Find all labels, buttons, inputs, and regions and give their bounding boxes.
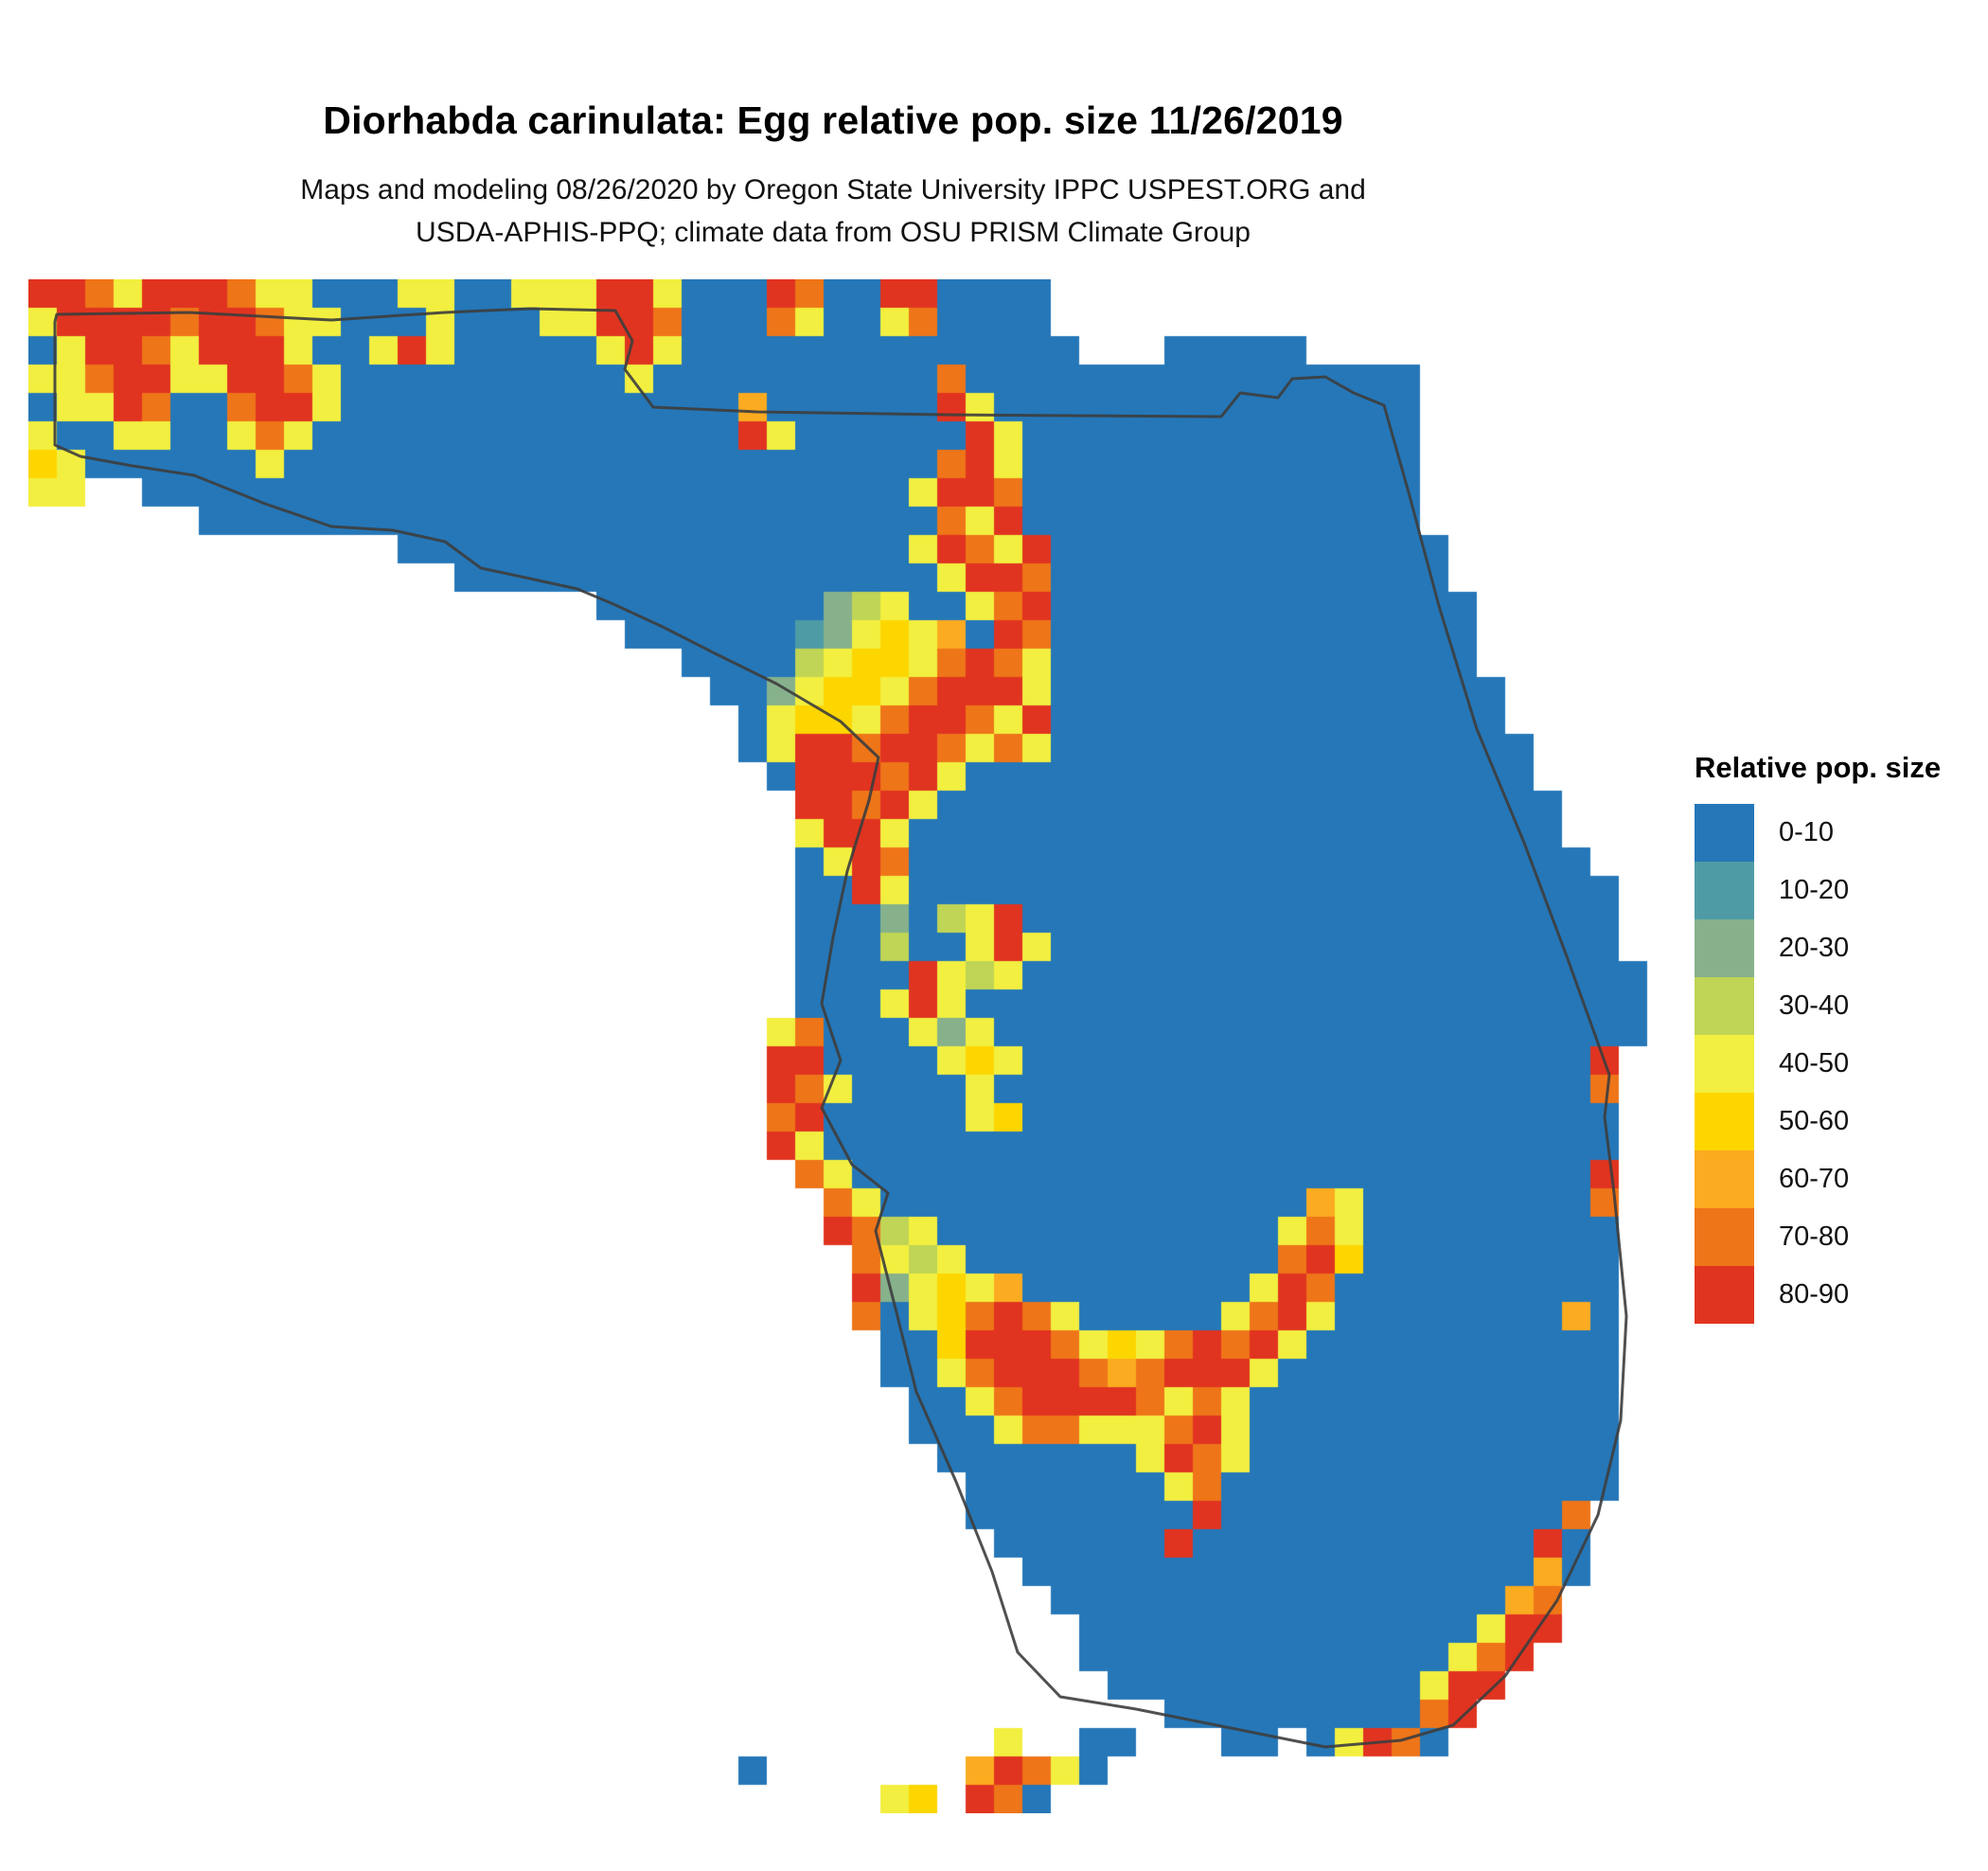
legend-swatch: [1695, 862, 1754, 919]
legend-item: 30-40: [1695, 977, 1979, 1035]
legend-item: 20-30: [1695, 919, 1979, 977]
legend-label: 30-40: [1779, 990, 1850, 1021]
legend-items: 0-10 10-20 20-30 30-40 40-50 50-60 60-70 70-80 8…: [1695, 804, 1979, 1324]
legend-label: 80-90: [1779, 1279, 1850, 1310]
legend-label: 70-80: [1779, 1221, 1850, 1252]
legend-swatch: [1695, 977, 1754, 1035]
legend-item: 80-90: [1695, 1266, 1979, 1324]
legend-item: 0-10: [1695, 804, 1979, 862]
legend-label: 0-10: [1779, 817, 1835, 847]
map-area: [28, 279, 1676, 1813]
legend-swatch: [1695, 1208, 1754, 1266]
legend-title: Relative pop. size: [1695, 751, 1942, 784]
legend-label: 50-60: [1779, 1106, 1850, 1136]
legend-label: 60-70: [1779, 1164, 1850, 1194]
legend-item: 60-70: [1695, 1150, 1979, 1208]
legend: Relative pop. size 0-10 10-20 20-30 30-40 40…: [1695, 751, 1979, 1324]
legend-item: 50-60: [1695, 1093, 1979, 1150]
subtitle-line-2: USDA-APHIS-PPQ; climate data from OSU PR…: [416, 217, 1251, 248]
legend-swatch: [1695, 804, 1754, 862]
legend-swatch: [1695, 1035, 1754, 1093]
legend-item: 40-50: [1695, 1035, 1979, 1093]
legend-item: 70-80: [1695, 1208, 1979, 1266]
plot-subtitle: Maps and modeling 08/26/2020 by Oregon S…: [0, 169, 1666, 254]
legend-label: 10-20: [1779, 875, 1850, 905]
legend-label: 40-50: [1779, 1048, 1850, 1078]
legend-swatch: [1695, 1266, 1754, 1324]
subtitle-line-1: Maps and modeling 08/26/2020 by Oregon S…: [300, 174, 1366, 205]
legend-item: 10-20: [1695, 862, 1979, 919]
legend-swatch: [1695, 1093, 1754, 1150]
florida-raster-map: [28, 279, 1676, 1813]
legend-label: 20-30: [1779, 933, 1850, 963]
page-title: Diorhabda carinulata: Egg relative pop. …: [323, 98, 1343, 142]
legend-swatch: [1695, 919, 1754, 977]
legend-swatch: [1695, 1150, 1754, 1208]
